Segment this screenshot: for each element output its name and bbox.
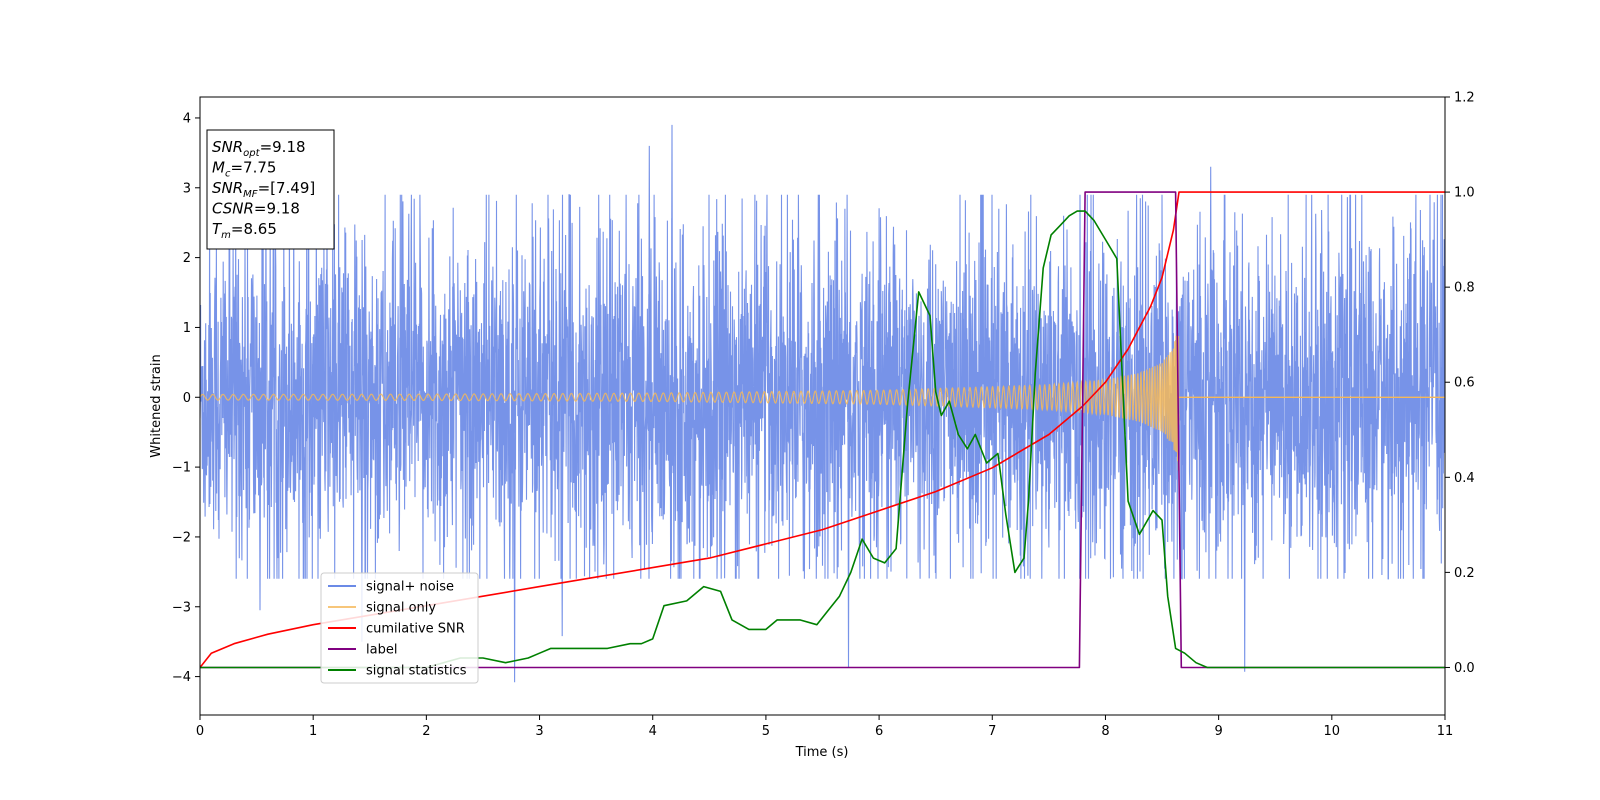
legend-label: signal+ noise [366,580,454,595]
y-right-tick-label: 1.2 [1454,91,1475,106]
info-line: SNRopt=9.18 [212,138,306,159]
legend-label: signal statistics [366,664,467,679]
info-var: M [212,159,225,177]
x-tick-label: 3 [535,724,543,739]
y-right-tick-label: 0.8 [1454,281,1475,296]
y-right-tick-label: 0.4 [1454,471,1475,486]
legend-label: label [366,643,397,658]
legend-item: label [328,643,397,658]
axes-layer: 0 1 2 3 4 5 6 7 8 9 10 11 −4 −3 −2 −1 0 1 2 3 4 0.0 0.2 0.4 0.6 0… [172,91,1475,740]
y-left-tick-label: 2 [183,251,191,266]
x-tick-label: 2 [422,724,430,739]
info-line: SNRMF=[7.49] [212,179,315,200]
legend-label: cumilative SNR [366,622,465,637]
y-right-tick-label: 0.6 [1454,376,1475,391]
x-tick-label: 11 [1437,724,1454,739]
info-box: SNRopt=9.18Mc=7.75SNRMF=[7.49]CSNR=9.18T… [206,129,335,250]
info-value: =9.18 [254,200,300,218]
legend-item: cumilative SNR [328,622,465,637]
info-subscript: c [225,169,231,180]
y-axis-label: Whitened strain [149,354,164,457]
legend-item: signal only [328,601,436,616]
y-right-tick-label: 0.0 [1454,661,1475,676]
x-tick-label: 8 [1101,724,1109,739]
y-left-tick-label: 0 [183,391,191,406]
x-tick-label: 1 [309,724,317,739]
y-left-tick-label: −2 [172,530,191,545]
info-value: =9.18 [260,138,306,156]
info-subscript: opt [243,148,260,159]
x-axis-label: Time (s) [795,745,849,760]
info-line: Tm=8.65 [212,220,277,241]
x-tick-label: 7 [988,724,996,739]
x-tick-label: 5 [762,724,770,739]
info-subscript: m [221,230,231,241]
series-line-signal-only [200,332,1180,471]
y-left-tick-label: −3 [172,600,191,615]
info-value: =7.75 [230,159,276,177]
y-left-tick-label: 1 [183,321,191,336]
y-left-tick-label: −4 [172,670,191,685]
info-var: CSNR [212,200,254,218]
series-line-signal-statistics [200,210,1445,669]
legend-frame [320,572,479,684]
x-tick-label: 9 [1214,724,1222,739]
legend-label: signal only [366,601,436,616]
y-left-tick-label: 4 [183,111,191,126]
y-right-tick-label: 0.2 [1454,566,1475,581]
x-tick-label: 6 [875,724,883,739]
info-line: Mc=7.75 [212,159,276,180]
plot-frame [199,96,1446,716]
info-var: SNR [212,179,243,197]
info-subscript: MF [243,189,258,200]
y-left-tick-label: −1 [172,461,191,476]
legend: signal+ noise signal only cumilative SNR la… [320,572,479,684]
series-signal-only [200,332,1445,471]
info-value: =[7.49] [258,179,316,197]
legend-item: signal+ noise [328,580,454,595]
info-box-frame [206,129,335,250]
x-tick-label: 0 [196,724,204,739]
legend-item: signal statistics [328,664,467,679]
info-var: SNR [212,138,243,156]
info-line: CSNR=9.18 [212,200,300,218]
y-right-tick-label: 1.0 [1454,186,1475,201]
y-left-tick-label: 3 [183,181,191,196]
info-value: =8.65 [231,220,277,238]
info-var: T [212,220,223,238]
x-tick-label: 10 [1324,724,1341,739]
x-tick-label: 4 [649,724,657,739]
